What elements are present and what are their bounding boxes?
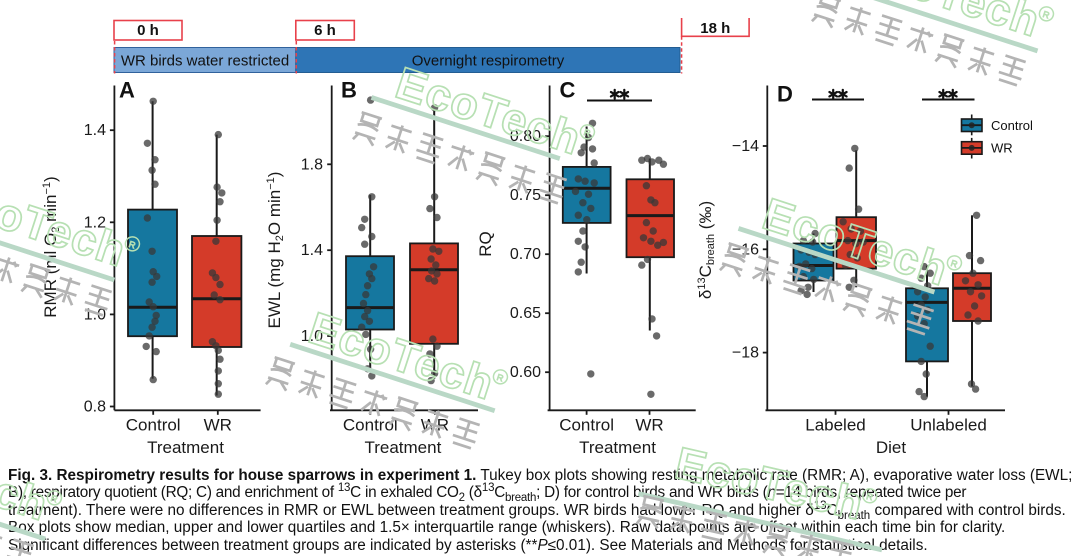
svg-text:−16: −16 xyxy=(732,241,759,258)
svg-text:0.70: 0.70 xyxy=(510,246,541,263)
svg-text:Overnight respirometry: Overnight respirometry xyxy=(412,53,565,70)
svg-text:−14: −14 xyxy=(732,138,759,155)
svg-text:6 h: 6 h xyxy=(314,22,336,39)
svg-text:Control: Control xyxy=(559,415,614,434)
svg-text:Control: Control xyxy=(126,415,181,434)
svg-text:WR: WR xyxy=(421,415,449,434)
svg-text:0.60: 0.60 xyxy=(510,364,541,381)
svg-text:Treatment: Treatment xyxy=(364,438,441,457)
svg-text:C: C xyxy=(560,78,576,103)
svg-text:Treatment: Treatment xyxy=(579,438,656,457)
svg-text:18 h: 18 h xyxy=(700,20,730,37)
svg-text:δ13Cbreath (‰): δ13Cbreath (‰) xyxy=(696,201,717,299)
svg-text:RMR (ml O2 min−1): RMR (ml O2 min−1) xyxy=(41,176,62,317)
svg-text:RQ: RQ xyxy=(476,231,495,257)
svg-text:1.0: 1.0 xyxy=(301,328,323,345)
svg-text:EWL (mg H2O min−1): EWL (mg H2O min−1) xyxy=(265,172,286,329)
svg-text:D: D xyxy=(777,82,793,107)
svg-text:A: A xyxy=(119,78,135,103)
svg-text:0.80: 0.80 xyxy=(510,128,541,145)
svg-text:Diet: Diet xyxy=(876,438,907,457)
svg-text:WR birds water restricted: WR birds water restricted xyxy=(121,53,289,70)
svg-text:B: B xyxy=(341,78,357,103)
svg-text:Treatment: Treatment xyxy=(147,438,224,457)
svg-text:1.4: 1.4 xyxy=(301,242,323,259)
svg-text:Control: Control xyxy=(991,118,1033,133)
svg-text:Unlabeled: Unlabeled xyxy=(910,415,987,434)
svg-text:0 h: 0 h xyxy=(137,22,159,39)
svg-text:0.65: 0.65 xyxy=(510,305,541,322)
svg-text:1.4: 1.4 xyxy=(84,122,106,139)
svg-text:Labeled: Labeled xyxy=(805,415,866,434)
svg-text:0.75: 0.75 xyxy=(510,187,541,204)
svg-text:1.0: 1.0 xyxy=(84,306,106,323)
svg-text:0.8: 0.8 xyxy=(84,399,106,416)
svg-text:WR: WR xyxy=(991,141,1013,156)
svg-text:1.2: 1.2 xyxy=(84,214,106,231)
svg-text:−18: −18 xyxy=(732,345,759,362)
svg-text:WR: WR xyxy=(204,415,232,434)
svg-text:1.8: 1.8 xyxy=(301,156,323,173)
svg-text:Control: Control xyxy=(343,415,398,434)
svg-text:WR: WR xyxy=(635,415,663,434)
